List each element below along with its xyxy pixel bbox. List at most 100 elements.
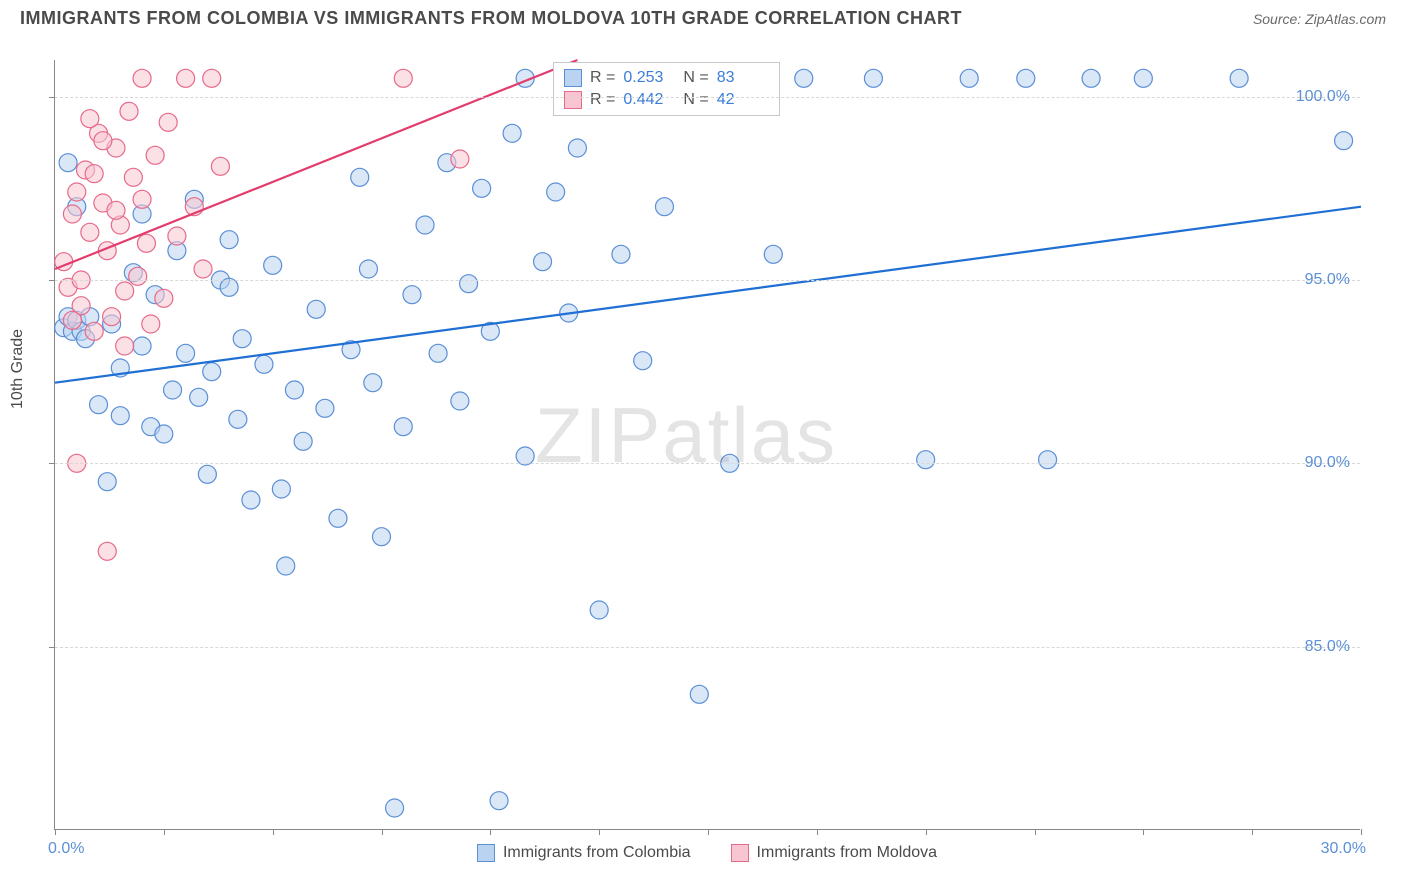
data-point <box>194 260 212 278</box>
data-point <box>264 256 282 274</box>
data-point <box>155 425 173 443</box>
data-point <box>63 311 81 329</box>
data-point <box>85 165 103 183</box>
data-point <box>329 509 347 527</box>
chart-title: IMMIGRANTS FROM COLOMBIA VS IMMIGRANTS F… <box>20 8 962 29</box>
data-point <box>242 491 260 509</box>
data-point <box>229 410 247 428</box>
y-axis-title: 10th Grade <box>9 329 27 409</box>
data-point <box>146 146 164 164</box>
legend-item-colombia: Immigrants from Colombia <box>477 844 691 862</box>
data-point <box>177 344 195 362</box>
data-point <box>460 275 478 293</box>
data-point <box>503 124 521 142</box>
data-point <box>590 601 608 619</box>
data-point <box>473 179 491 197</box>
data-point <box>359 260 377 278</box>
data-point <box>394 418 412 436</box>
legend-item-moldova: Immigrants from Moldova <box>731 844 938 862</box>
data-point <box>451 392 469 410</box>
data-point <box>516 447 534 465</box>
data-point <box>116 282 134 300</box>
data-point <box>116 337 134 355</box>
legend-label-colombia: Immigrants from Colombia <box>503 844 691 862</box>
data-point <box>129 267 147 285</box>
data-point <box>107 201 125 219</box>
data-point <box>85 322 103 340</box>
data-point <box>534 253 552 271</box>
data-point <box>568 139 586 157</box>
data-point <box>133 337 151 355</box>
data-point <box>98 473 116 491</box>
data-point <box>316 399 334 417</box>
data-point <box>211 157 229 175</box>
data-point <box>386 799 404 817</box>
data-point <box>81 223 99 241</box>
data-point <box>198 465 216 483</box>
data-point <box>416 216 434 234</box>
data-point <box>133 190 151 208</box>
data-point <box>634 352 652 370</box>
data-point <box>277 557 295 575</box>
legend-label-moldova: Immigrants from Moldova <box>757 844 938 862</box>
legend-bottom: Immigrants from Colombia Immigrants from… <box>54 844 1360 862</box>
data-point <box>124 168 142 186</box>
data-point <box>764 245 782 263</box>
data-point <box>159 113 177 131</box>
r-label: R = <box>590 69 615 87</box>
data-point <box>307 300 325 318</box>
n-label: N = <box>683 91 708 109</box>
data-point <box>294 432 312 450</box>
data-point <box>655 198 673 216</box>
data-point <box>795 69 813 87</box>
swatch-moldova-bottom <box>731 844 749 862</box>
data-point <box>373 528 391 546</box>
data-point <box>285 381 303 399</box>
data-point <box>90 396 108 414</box>
data-point <box>120 102 138 120</box>
chart-svg <box>55 60 1360 829</box>
data-point <box>272 480 290 498</box>
data-point <box>1082 69 1100 87</box>
y-tick-label: 90.0% <box>1305 454 1350 472</box>
n-value-moldova: 42 <box>717 91 769 109</box>
legend-top: R = 0.253 N = 83 R = 0.442 N = 42 <box>553 62 780 116</box>
swatch-colombia <box>564 69 582 87</box>
data-point <box>690 685 708 703</box>
data-point <box>168 227 186 245</box>
source-label: Source: ZipAtlas.com <box>1253 11 1386 27</box>
trend-line <box>55 60 577 269</box>
y-tick-label: 85.0% <box>1305 638 1350 656</box>
data-point <box>133 69 151 87</box>
data-point <box>917 451 935 469</box>
data-point <box>63 205 81 223</box>
legend-row-moldova: R = 0.442 N = 42 <box>564 89 769 111</box>
data-point <box>1039 451 1057 469</box>
n-value-colombia: 83 <box>717 69 769 87</box>
plot-area: ZIPatlas R = 0.253 N = 83 R = 0.442 N = … <box>54 60 1360 830</box>
data-point <box>364 374 382 392</box>
trend-line <box>55 207 1361 383</box>
data-point <box>547 183 565 201</box>
data-point <box>111 407 129 425</box>
data-point <box>233 330 251 348</box>
data-point <box>429 344 447 362</box>
data-point <box>960 69 978 87</box>
data-point <box>203 363 221 381</box>
data-point <box>94 132 112 150</box>
data-point <box>98 542 116 560</box>
data-point <box>1230 69 1248 87</box>
data-point <box>1134 69 1152 87</box>
data-point <box>155 289 173 307</box>
data-point <box>81 110 99 128</box>
y-tick-label: 100.0% <box>1296 88 1350 106</box>
data-point <box>177 69 195 87</box>
data-point <box>59 154 77 172</box>
swatch-moldova <box>564 91 582 109</box>
data-point <box>220 278 238 296</box>
data-point <box>403 286 421 304</box>
y-tick-label: 95.0% <box>1305 271 1350 289</box>
data-point <box>255 355 273 373</box>
n-label: N = <box>683 69 708 87</box>
r-label: R = <box>590 91 615 109</box>
